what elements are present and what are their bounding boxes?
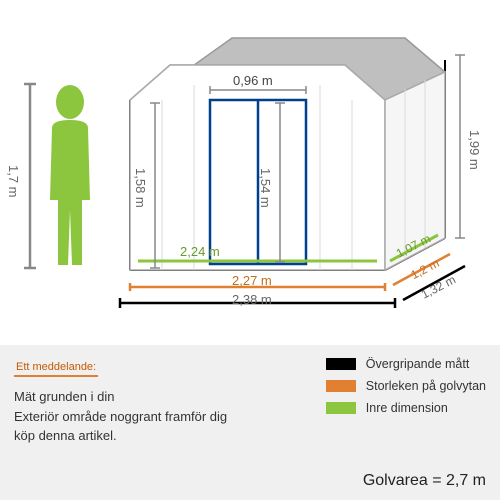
legend-row-overall: Övergripande mått xyxy=(326,357,486,371)
legend-key: Övergripande mått Storleken på golvytan … xyxy=(326,357,486,423)
inner-width-label: 2,24 m xyxy=(180,244,220,259)
diagram-area: 1,7 m 0,96 m 1,54 m 1,58 m 1,99 m 2,24 m… xyxy=(0,0,500,345)
swatch-floor xyxy=(326,380,356,392)
legend-inner-text: Inre dimension xyxy=(366,401,448,415)
notice-text: Mät grunden i din Exteriör område noggra… xyxy=(14,387,274,446)
notice-line-2: Exteriör område noggrant framför dig xyxy=(14,407,274,427)
notice-label: Ett meddelande: xyxy=(14,361,98,377)
door-height-label: 1,54 m xyxy=(258,168,273,208)
person-icon xyxy=(50,85,90,265)
total-height-label: 1,99 m xyxy=(467,130,482,170)
notice-line-3: köp denna artikel. xyxy=(14,426,274,446)
legend-row-inner: Inre dimension xyxy=(326,401,486,415)
legend-floor-text: Storleken på golvytan xyxy=(366,379,486,393)
wall-height-label: 1,58 m xyxy=(133,168,148,208)
legend-row-floor: Storleken på golvytan xyxy=(326,379,486,393)
notice-line-1: Mät grunden i din xyxy=(14,387,274,407)
floor-width-label: 2,27 m xyxy=(232,273,272,288)
person-height-label: 1,7 m xyxy=(6,165,21,198)
legend-area: Ett meddelande: Mät grunden i din Exteri… xyxy=(0,345,500,500)
overall-width-label: 2,38 m xyxy=(232,292,272,307)
door-width-label: 0,96 m xyxy=(233,73,273,88)
swatch-inner xyxy=(326,402,356,414)
floor-area-label: Golvarea = 2,7 m xyxy=(363,472,486,490)
legend-overall-text: Övergripande mått xyxy=(366,357,470,371)
swatch-overall xyxy=(326,358,356,370)
